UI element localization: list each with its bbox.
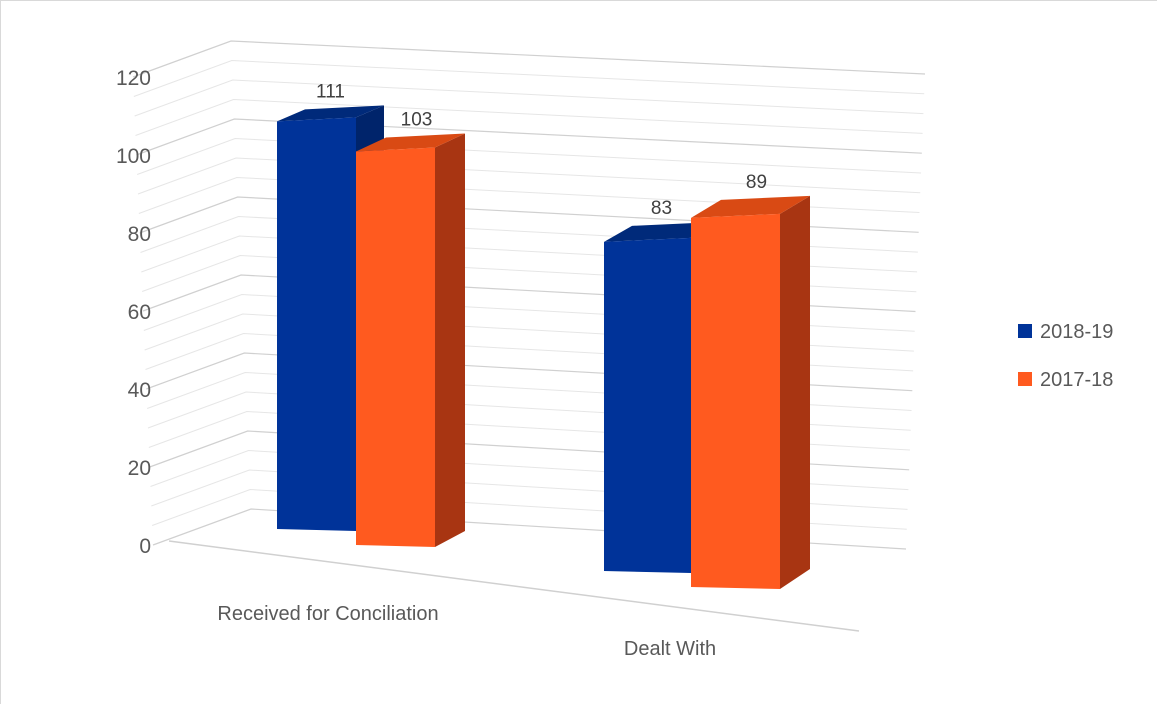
bar-2017-18-Dealt With (691, 213, 780, 589)
bar-top-2018-19-Dealt With (604, 221, 719, 242)
y-tick-label: 20 (128, 457, 151, 480)
legend-swatch (1018, 372, 1032, 386)
data-labels: 111 103 83 89 (316, 81, 767, 218)
y-tick-label: 100 (116, 145, 151, 168)
x-tick-label: Received for Conciliation (217, 603, 438, 625)
minor-gridline (138, 176, 920, 214)
y-tick-label: 40 (128, 379, 151, 402)
minor-gridline (134, 79, 924, 117)
legend: 2018-19 2017-18 (1018, 321, 1113, 391)
bar-side-2017-18-Dealt With (780, 195, 810, 589)
data-label: 111 (316, 81, 345, 102)
minor-gridline (137, 157, 921, 195)
y-tick-label: 80 (128, 223, 151, 246)
floor-edge (168, 540, 860, 632)
data-label: 103 (401, 109, 433, 130)
legend-label: 2017-18 (1040, 369, 1113, 391)
major-gridline (136, 118, 922, 156)
y-tick-label: 60 (128, 301, 151, 324)
bar-side-2017-18-Received for Conciliation (435, 133, 465, 548)
data-label: 89 (746, 172, 767, 193)
bar-2017-18-Received for Conciliation (356, 147, 435, 548)
x-tick-label: Dealt With (624, 638, 716, 660)
bar-2018-19-Dealt With (604, 237, 691, 573)
legend-swatch (1018, 324, 1032, 338)
bar-top-2017-18-Dealt With (691, 195, 810, 218)
y-tick-label: 120 (116, 67, 151, 90)
bars (277, 105, 810, 589)
bar-2018-19-Received for Conciliation (277, 117, 356, 531)
minor-gridline (135, 98, 923, 136)
major-gridline (132, 40, 926, 78)
y-tick-label: 0 (139, 535, 151, 558)
y-axis: 0 20 40 60 80 100 120 (116, 67, 151, 558)
data-label: 83 (651, 198, 672, 219)
x-axis: Received for Conciliation Dealt With (217, 603, 716, 660)
bar-top-2018-19-Received for Conciliation (277, 105, 384, 122)
legend-label: 2018-19 (1040, 321, 1113, 343)
bar-top-2017-18-Received for Conciliation (356, 133, 465, 152)
minor-gridline (133, 59, 925, 97)
minor-gridline (136, 137, 922, 175)
